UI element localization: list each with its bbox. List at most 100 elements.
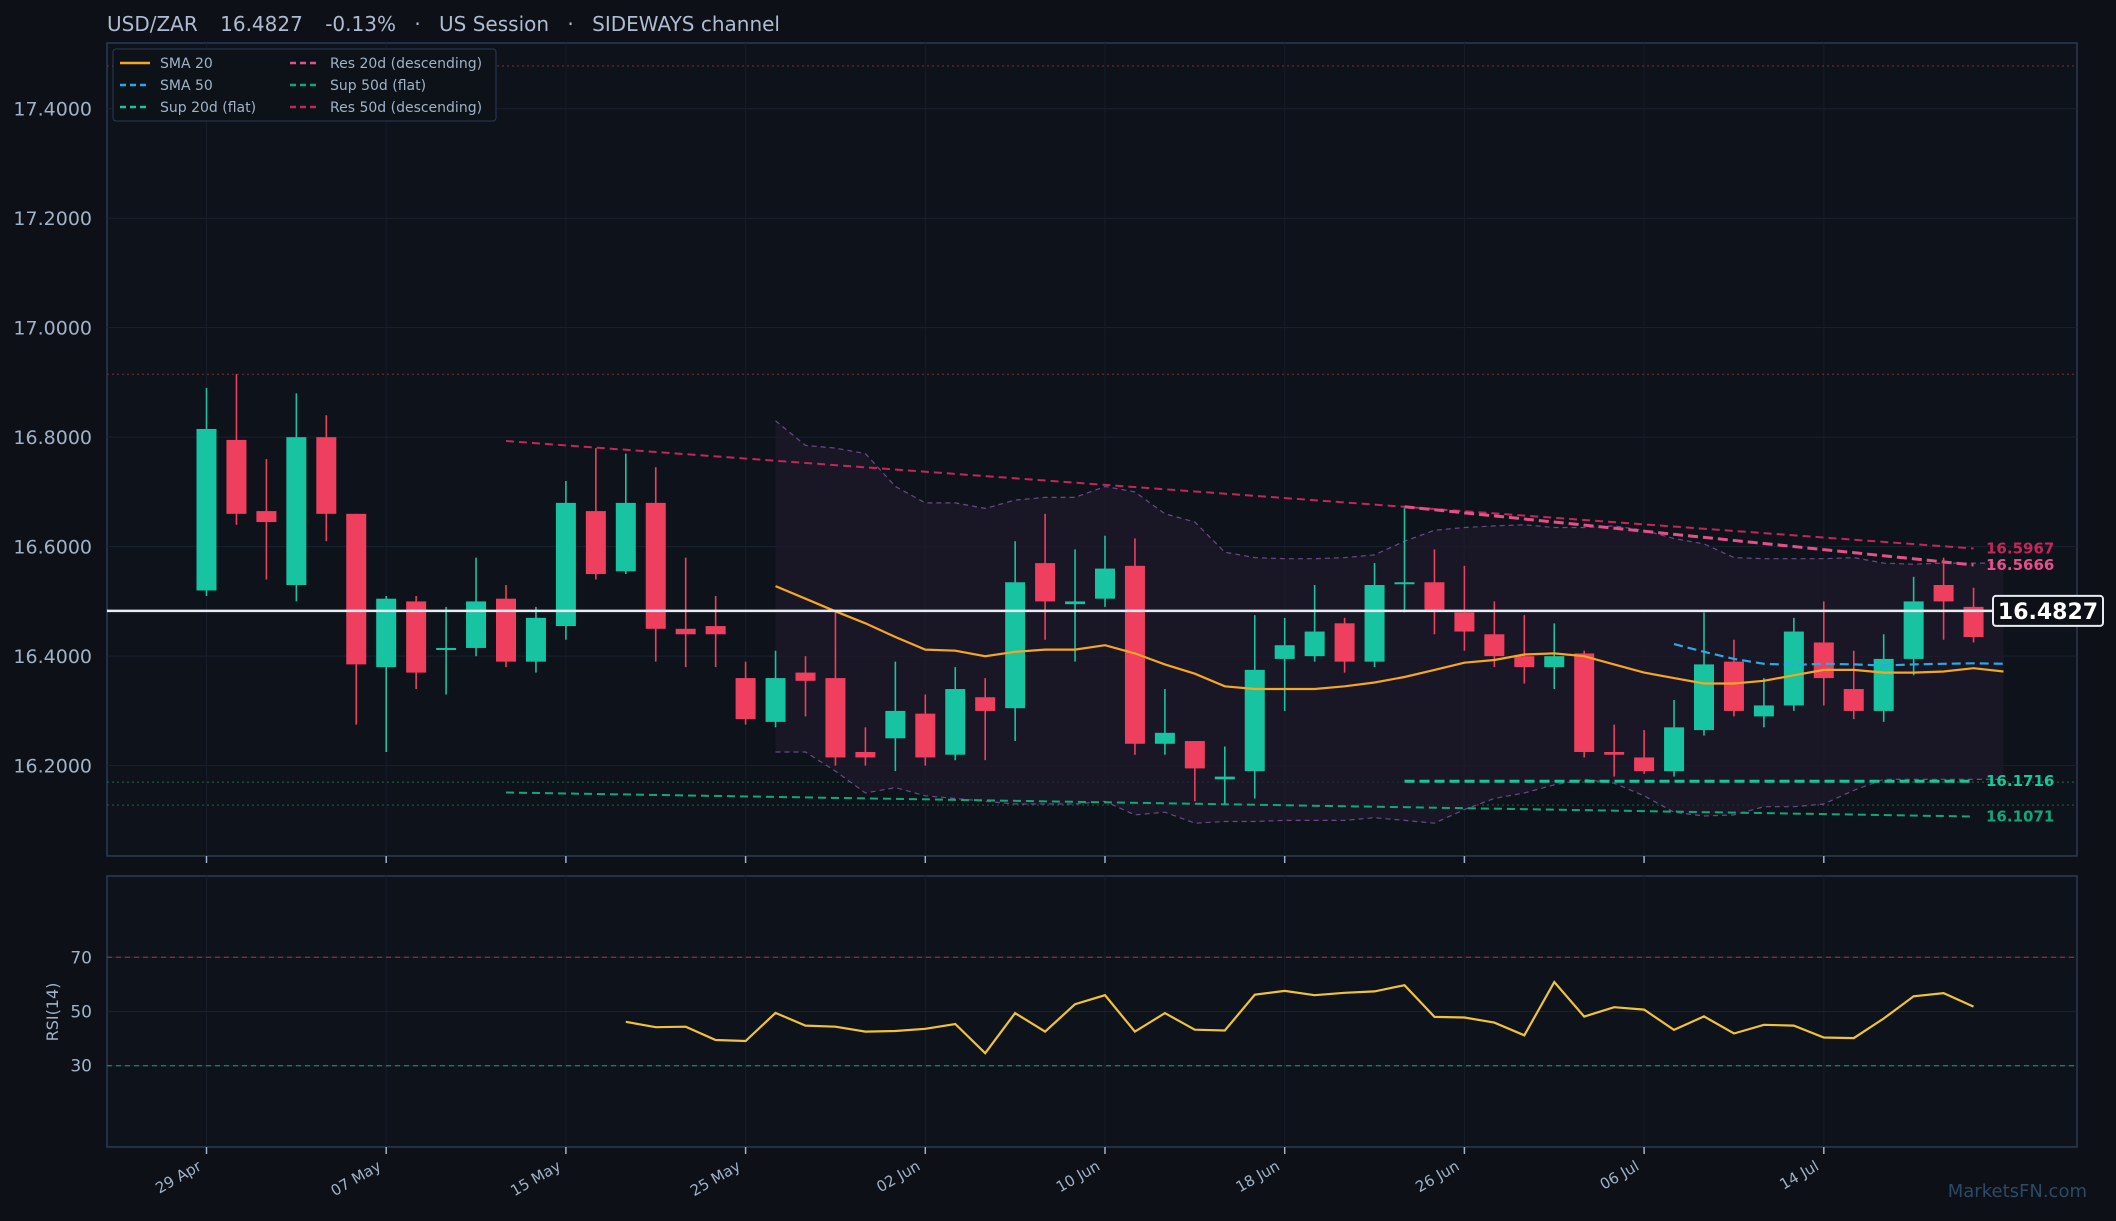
xtick-label: 29 Apr [152,1156,205,1197]
candle-body [1394,582,1415,585]
candle-body [1244,669,1265,772]
xtick-label: 02 Jun [873,1157,923,1196]
title-symbol: USD/ZAR [107,12,198,36]
price-ytick-label: 16.2000 [13,756,92,778]
sup-50d-label: 16.1071 [1986,808,2054,826]
watermark: MarketsFN.com [1948,1181,2087,1202]
candle-body [1065,601,1086,605]
candle-body [1604,751,1625,755]
candle-body [675,628,696,635]
candle-body [1723,661,1744,711]
candle-body [1035,563,1056,602]
candle-body [615,502,636,572]
title-price: 16.4827 [220,12,303,36]
candle-body [645,502,666,629]
legend-entry-label: Res 20d (descending) [330,56,482,72]
sup-20d-label: 16.1716 [1986,772,2054,790]
candle-body [795,672,816,681]
xtick-label: 15 May [507,1157,564,1200]
candle-body [915,713,936,758]
sup-50d-line [505,791,1974,818]
candle-body [316,437,337,514]
candle-body [555,502,576,627]
candle-body [765,678,786,722]
sma-20-line [775,585,2004,691]
candle-body [1184,741,1205,769]
candle-body [226,439,247,514]
candle-body [1484,634,1505,657]
xtick-label: 18 Jun [1233,1157,1283,1196]
xtick-label: 14 Jul [1776,1157,1821,1194]
candle-body [525,617,546,662]
candle-body [1304,631,1325,657]
candle-body [1634,757,1655,772]
candle-body [1753,705,1774,717]
candle-body [1783,631,1804,706]
xtick-label: 25 May [687,1157,744,1200]
candle-body [945,689,966,755]
sma-50-line [1673,643,2004,667]
candle-body [825,678,846,758]
xtick-label: 10 Jun [1053,1157,1103,1196]
rsi-ytick-label: 50 [70,1003,92,1023]
candle-body [256,511,277,523]
title-separator-2: · [567,12,573,36]
price-ytick-label: 16.6000 [13,537,92,559]
rsi-axis-label: RSI(14) [43,983,62,1042]
candle-body [196,428,217,591]
title-channel: SIDEWAYS channel [592,12,780,36]
current-price-label: 16.4827 [1998,600,2098,625]
candle-body [1694,664,1714,731]
candle-body [1274,645,1295,659]
candle-body [1843,689,1864,711]
legend-entry-label: Sup 20d (flat) [160,100,256,116]
legend-entry-label: Sup 50d (flat) [330,78,426,94]
candle-body [1664,727,1685,772]
candle-body [1873,658,1894,711]
xtick-label: 06 Jul [1597,1157,1642,1194]
candle-body [1334,623,1355,662]
candle-body [496,598,516,662]
candle-body [436,647,457,650]
current-price-box [1992,594,2104,627]
chart-title: USD/ZAR 16.4827 -0.13% · US Session · SI… [107,12,780,36]
title-separator-1: · [414,12,420,36]
candle-body [1544,656,1565,668]
candle-body [1454,612,1475,632]
candle-body [585,511,606,575]
legend-entry-label: SMA 50 [160,78,213,94]
candle-body [1963,606,1984,638]
candle-body [735,678,756,720]
candle-body [406,601,427,673]
candle-body [376,598,397,668]
price-ytick-label: 16.8000 [13,427,92,449]
candle-body [1214,776,1235,780]
candle-body [1005,582,1026,709]
candle-body [466,601,487,648]
legend-entry-label: Res 50d (descending) [330,100,482,116]
title-session: US Session [439,12,549,36]
price-ytick-label: 17.0000 [13,318,92,340]
candle-body [705,626,726,635]
price-ytick-label: 16.4000 [13,646,92,668]
res-20d-label: 16.5666 [1986,556,2054,574]
xtick-label: 07 May [328,1157,385,1200]
candle-body [885,710,906,739]
xtick-label: 26 Jun [1412,1157,1462,1196]
channel-upper-line [775,420,2004,565]
candle-body [346,513,367,665]
res-50d-line [505,440,1974,550]
legend-entry-label: SMA 20 [160,56,213,72]
title-change: -0.13% [325,12,396,36]
candle-body [975,697,996,711]
candle-body [1364,585,1385,662]
candle-body [1933,585,1954,602]
candle-body [1903,601,1924,659]
rsi-ytick-label: 70 [70,948,92,968]
rsi-ytick-label: 30 [70,1057,92,1077]
candle-body [855,751,876,758]
candle-body [1095,568,1115,599]
candle-body [1813,642,1834,679]
